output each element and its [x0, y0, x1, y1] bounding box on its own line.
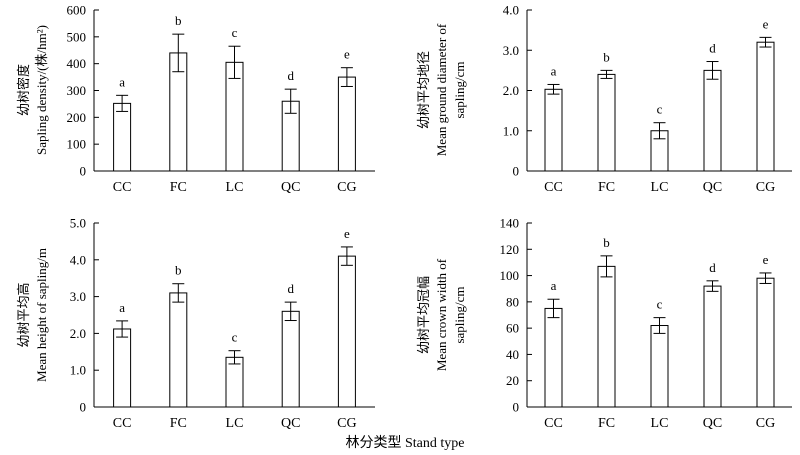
y-tick-label: 0: [80, 164, 87, 179]
y-tick-label: 0: [513, 400, 520, 415]
y-axis-label: sapling/cm: [452, 286, 467, 343]
x-tick-label: LC: [226, 180, 244, 195]
y-tick-label: 140: [500, 216, 520, 231]
x-tick-label: QC: [281, 416, 300, 431]
bar-cg: [337, 76, 356, 172]
significance-label: c: [232, 330, 238, 345]
bar-cc: [544, 307, 563, 408]
y-tick-label: 3.0: [503, 43, 519, 58]
significance-label: a: [551, 278, 557, 293]
x-tick-label: QC: [703, 180, 722, 195]
x-tick-label: CG: [756, 180, 775, 195]
bar-qc: [703, 285, 722, 408]
significance-label: e: [763, 16, 769, 31]
significance-label: d: [709, 260, 716, 275]
significance-label: c: [232, 25, 238, 40]
x-tick-label: FC: [598, 180, 615, 195]
chart-panel-1: 0 100 200 300 400 500 600 a CC b FC c LC d QC e CG 幼树密度 Sa…: [16, 3, 375, 195]
y-tick-label: 4.0: [70, 252, 86, 267]
y-axis-label: Mean height of sapling/m: [34, 248, 49, 382]
x-tick-label: FC: [170, 416, 187, 431]
significance-label: c: [657, 297, 663, 312]
x-tick-label: CC: [544, 180, 563, 195]
y-tick-label: 100: [67, 137, 87, 152]
bar-lc: [650, 325, 669, 408]
y-tick-label: 20: [506, 373, 519, 388]
x-tick-label: FC: [170, 180, 187, 195]
x-tick-label: CG: [337, 416, 356, 431]
bar-fc: [597, 73, 616, 172]
significance-label: d: [709, 41, 716, 56]
y-axis-label: 幼树平均地径: [416, 51, 431, 129]
y-tick-label: 0: [513, 164, 520, 179]
significance-label: a: [119, 300, 125, 315]
significance-label: b: [603, 49, 610, 64]
y-tick-label: 2.0: [503, 83, 519, 98]
y-axis-label: Sapling density/(株/hm²): [34, 25, 49, 155]
y-tick-label: 500: [67, 29, 87, 44]
y-tick-label: 200: [67, 110, 87, 125]
bar-cc: [113, 328, 132, 408]
y-axis-label: sapling/cm: [452, 61, 467, 118]
x-tick-label: CC: [113, 416, 132, 431]
bar-cg: [337, 255, 356, 408]
y-axis-label: 幼树平均高: [16, 282, 31, 347]
significance-label: a: [119, 74, 125, 89]
chart-panel-3: 0 1.0 2.0 3.0 4.0 5.0 a CC b FC c LC d QC e CG 幼树平均高 Mean…: [16, 216, 375, 431]
x-tick-label: QC: [703, 416, 722, 431]
bar-qc: [703, 69, 722, 172]
y-tick-label: 300: [67, 83, 87, 98]
x-tick-label: CG: [756, 416, 775, 431]
y-tick-label: 120: [500, 242, 520, 257]
y-tick-label: 100: [500, 268, 520, 283]
significance-label: c: [657, 102, 663, 117]
y-tick-label: 600: [67, 3, 87, 18]
bar-fc: [597, 265, 616, 408]
x-tick-label: QC: [281, 180, 300, 195]
significance-label: e: [344, 47, 350, 62]
y-tick-label: 4.0: [503, 3, 519, 18]
significance-label: d: [287, 68, 294, 83]
bar-lc: [225, 356, 244, 408]
x-tick-label: LC: [651, 180, 669, 195]
y-tick-label: 80: [506, 294, 519, 309]
significance-label: b: [175, 263, 182, 278]
significance-label: e: [344, 226, 350, 241]
y-tick-label: 5.0: [70, 216, 86, 231]
x-tick-label: LC: [651, 416, 669, 431]
y-tick-label: 1.0: [503, 123, 519, 138]
y-axis-label: Mean crown width of: [434, 258, 449, 371]
y-axis-label: 幼树密度: [16, 64, 31, 116]
significance-label: e: [763, 252, 769, 267]
y-tick-label: 400: [67, 56, 87, 71]
x-tick-label: CG: [337, 180, 356, 195]
x-tick-label: CC: [544, 416, 563, 431]
y-axis-label: Mean ground diameter of: [434, 23, 449, 156]
x-tick-label: LC: [226, 416, 244, 431]
bar-cg: [756, 41, 775, 172]
chart-panel-4: 0 20 40 60 80 100 120 140 a CC b FC c LC d QC e CG 幼树平均冠幅 M…: [416, 216, 792, 431]
y-tick-label: 1.0: [70, 363, 86, 378]
significance-label: b: [175, 13, 182, 28]
chart-panel-2: 0 1.0 2.0 3.0 4.0 a CC b FC c LC d QC e CG 幼树平均地径 Mean g…: [416, 3, 792, 195]
significance-label: d: [287, 281, 294, 296]
bar-cc: [544, 88, 563, 172]
y-tick-label: 3.0: [70, 289, 86, 304]
significance-label: a: [551, 63, 557, 78]
y-axis-label: 幼树平均冠幅: [416, 276, 431, 354]
x-tick-label: CC: [113, 180, 132, 195]
bar-cc: [113, 102, 132, 172]
bar-cg: [756, 277, 775, 408]
y-tick-label: 2.0: [70, 326, 86, 341]
bar-fc: [169, 292, 188, 408]
x-axis-title: 林分类型 Stand type: [346, 435, 465, 451]
y-tick-label: 60: [506, 321, 519, 336]
y-tick-label: 40: [506, 347, 519, 362]
bar-qc: [281, 310, 300, 408]
y-tick-label: 0: [80, 400, 87, 415]
x-tick-label: FC: [598, 416, 615, 431]
significance-label: b: [603, 235, 610, 250]
